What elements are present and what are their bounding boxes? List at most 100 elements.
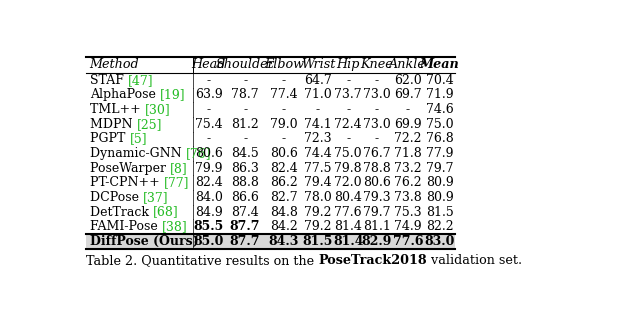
Text: [76]: [76] [186, 147, 211, 160]
Text: 72.2: 72.2 [394, 132, 422, 145]
Text: 74.9: 74.9 [394, 220, 422, 233]
Text: 74.1: 74.1 [304, 118, 332, 131]
Text: -: - [316, 103, 320, 116]
Text: 84.5: 84.5 [231, 147, 259, 160]
Text: 79.9: 79.9 [195, 162, 223, 175]
Text: 75.0: 75.0 [334, 147, 362, 160]
Text: 75.3: 75.3 [394, 205, 422, 219]
Text: 85.0: 85.0 [193, 235, 224, 248]
Text: 75.4: 75.4 [195, 118, 223, 131]
Text: 84.2: 84.2 [270, 220, 298, 233]
Text: DetTrack: DetTrack [90, 205, 153, 219]
Text: 73.2: 73.2 [394, 162, 422, 175]
Text: 79.4: 79.4 [304, 176, 332, 189]
Text: Dynamic-GNN: Dynamic-GNN [90, 147, 186, 160]
Text: 77.9: 77.9 [426, 147, 453, 160]
Text: 77.5: 77.5 [304, 162, 332, 175]
Text: Mean: Mean [420, 59, 460, 71]
Text: 81.2: 81.2 [231, 118, 259, 131]
Text: [68]: [68] [153, 205, 179, 219]
Text: Hip: Hip [337, 59, 360, 71]
Text: 73.8: 73.8 [394, 191, 422, 204]
Text: 80.9: 80.9 [426, 191, 454, 204]
Text: 80.6: 80.6 [195, 147, 223, 160]
Text: 79.0: 79.0 [270, 118, 298, 131]
Text: validation set.: validation set. [427, 254, 522, 267]
Text: 72.3: 72.3 [304, 132, 332, 145]
Text: Table 2. Quantitative results on the: Table 2. Quantitative results on the [86, 254, 318, 267]
Text: [37]: [37] [143, 191, 169, 204]
Text: 81.1: 81.1 [363, 220, 391, 233]
Text: 64.7: 64.7 [304, 74, 332, 87]
Text: 78.8: 78.8 [363, 162, 390, 175]
Text: -: - [282, 74, 286, 87]
Text: Knee: Knee [360, 59, 393, 71]
Text: [25]: [25] [136, 118, 162, 131]
Text: 75.0: 75.0 [426, 118, 453, 131]
Text: 79.7: 79.7 [426, 162, 453, 175]
Text: Method: Method [90, 59, 139, 71]
Text: [47]: [47] [128, 74, 154, 87]
Text: PoseWarper: PoseWarper [90, 162, 170, 175]
Text: [19]: [19] [160, 89, 186, 101]
Text: PGPT: PGPT [90, 132, 129, 145]
Text: 82.4: 82.4 [270, 162, 298, 175]
Text: 71.9: 71.9 [426, 89, 453, 101]
Text: 83.0: 83.0 [424, 235, 455, 248]
Text: 80.6: 80.6 [363, 176, 391, 189]
Text: -: - [243, 103, 247, 116]
Text: 81.4: 81.4 [334, 220, 362, 233]
Text: 77.6: 77.6 [334, 205, 362, 219]
Text: [77]: [77] [164, 176, 189, 189]
Text: 71.0: 71.0 [304, 89, 332, 101]
Text: 82.4: 82.4 [195, 176, 223, 189]
Text: 62.0: 62.0 [394, 74, 422, 87]
Text: 88.8: 88.8 [231, 176, 259, 189]
Text: 78.7: 78.7 [231, 89, 259, 101]
Text: -: - [375, 74, 379, 87]
Text: -: - [282, 103, 286, 116]
Text: 76.7: 76.7 [363, 147, 390, 160]
Text: 74.6: 74.6 [426, 103, 454, 116]
Text: AlphaPose: AlphaPose [90, 89, 160, 101]
Text: 81.4: 81.4 [333, 235, 364, 248]
Text: 74.4: 74.4 [304, 147, 332, 160]
Text: [30]: [30] [145, 103, 171, 116]
Text: 73.0: 73.0 [363, 89, 390, 101]
Text: Head: Head [191, 59, 226, 71]
Text: -: - [243, 132, 247, 145]
Text: 84.9: 84.9 [195, 205, 223, 219]
Text: -: - [375, 132, 379, 145]
Text: 84.8: 84.8 [270, 205, 298, 219]
Text: 84.3: 84.3 [269, 235, 299, 248]
Text: 87.7: 87.7 [230, 235, 260, 248]
Text: -: - [375, 103, 379, 116]
Text: [38]: [38] [162, 220, 188, 233]
Text: FAMI-Pose: FAMI-Pose [90, 220, 162, 233]
Text: -: - [207, 103, 211, 116]
Text: 79.3: 79.3 [363, 191, 390, 204]
Text: -: - [346, 103, 350, 116]
Bar [86, 234, 455, 249]
Text: -: - [282, 132, 286, 145]
Text: 79.7: 79.7 [363, 205, 390, 219]
Text: 76.2: 76.2 [394, 176, 422, 189]
Text: 76.8: 76.8 [426, 132, 454, 145]
Text: -: - [243, 74, 247, 87]
Text: 69.7: 69.7 [394, 89, 422, 101]
Text: 73.0: 73.0 [363, 118, 390, 131]
Text: 77.4: 77.4 [270, 89, 298, 101]
Text: 72.0: 72.0 [334, 176, 362, 189]
Text: 63.9: 63.9 [195, 89, 223, 101]
Text: 70.4: 70.4 [426, 74, 454, 87]
Text: 82.7: 82.7 [270, 191, 298, 204]
Text: PoseTrack2018: PoseTrack2018 [318, 254, 427, 267]
Text: 79.8: 79.8 [334, 162, 362, 175]
Text: 87.7: 87.7 [230, 220, 260, 233]
Text: 80.6: 80.6 [270, 147, 298, 160]
Text: 77.6: 77.6 [392, 235, 423, 248]
Text: -: - [406, 103, 410, 116]
Text: 86.2: 86.2 [270, 176, 298, 189]
Text: Wrist: Wrist [301, 59, 335, 71]
Text: STAF: STAF [90, 74, 128, 87]
